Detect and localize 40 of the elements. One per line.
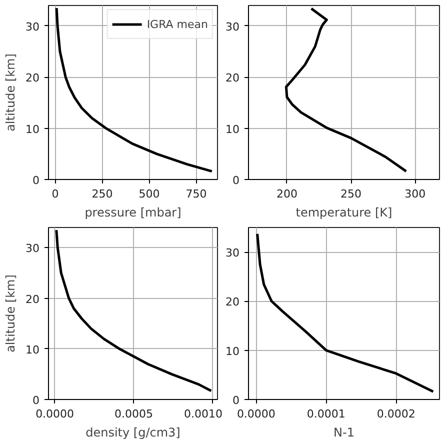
y-tick-label: 0	[32, 174, 40, 187]
y-tick-label: 10	[226, 344, 240, 358]
x-tick-label: 500	[138, 188, 160, 200]
y-tick-label: 30	[26, 242, 40, 256]
line-series	[55, 228, 212, 392]
x-tick-label: 0.0005	[114, 408, 154, 420]
x-tick-label: 200	[276, 188, 298, 200]
x-tick-label: 250	[92, 188, 113, 200]
y-tick-label: 30	[226, 246, 240, 260]
x-axis-title: N-1	[334, 426, 354, 440]
y-tick-label: 20	[26, 72, 40, 85]
line-series	[256, 232, 434, 393]
line-series	[284, 7, 408, 173]
x-axis-title: pressure [mbar]	[84, 206, 182, 220]
x-tick-label: 0.0010	[184, 408, 223, 420]
x-tick-label: 300	[404, 188, 426, 200]
x-tick-label: 0	[52, 188, 59, 200]
y-tick-label: 10	[26, 343, 40, 356]
y-tick-label: 30	[26, 20, 40, 34]
y-tick-label: 10	[26, 122, 40, 136]
x-tick-label: 750	[186, 188, 207, 200]
x-axis-title: density [g/cm3]	[86, 426, 180, 440]
y-tick-label: 0	[32, 394, 40, 407]
x-axis-title: temperature [K]	[296, 206, 392, 220]
y-tick-label: 30	[226, 20, 240, 34]
legend-label: IGRA mean	[146, 18, 208, 30]
x-tick-label: 250	[340, 188, 362, 200]
y-axis-title: altitude [km]	[4, 274, 18, 352]
y-tick-label: 20	[226, 72, 240, 85]
x-tick-label: 0.0000	[36, 408, 74, 420]
y-tick-label: 10	[226, 122, 240, 136]
y-tick-label: 0	[232, 174, 240, 187]
x-tick-label: 0.0001	[306, 408, 346, 420]
line-series	[55, 6, 214, 173]
y-tick-label: 0	[232, 394, 240, 407]
x-tick-label: 0.0002	[376, 408, 416, 420]
y-tick-label: 20	[226, 296, 240, 309]
y-tick-label: 20	[26, 292, 40, 306]
y-axis-title: altitude [km]	[4, 54, 18, 132]
x-tick-label: 0.0000	[236, 408, 276, 420]
